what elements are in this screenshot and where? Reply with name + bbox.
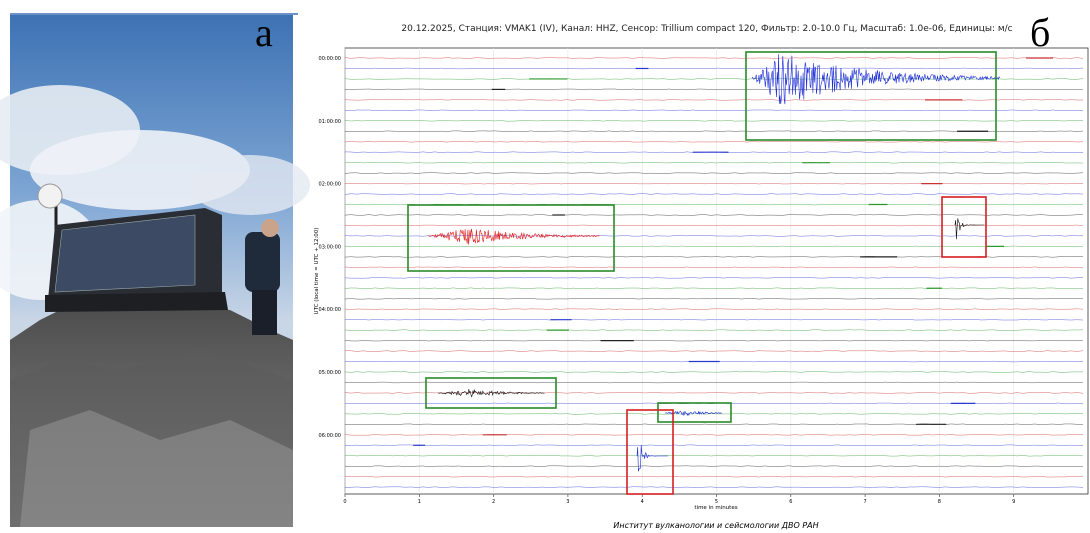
event-waveform [428, 229, 600, 245]
panel-label: а [255, 10, 273, 55]
x-tick-label: 9 [1012, 499, 1015, 505]
trace [345, 110, 1083, 111]
chart-title: 20.12.2025, Станция: VMAK1 (IV), Канал: … [401, 24, 1012, 34]
trace [345, 183, 1083, 184]
trace [345, 215, 1083, 216]
trace [345, 79, 1083, 80]
trace [345, 194, 1083, 195]
trace [345, 89, 1083, 90]
trace [345, 309, 1083, 310]
x-tick-label: 7 [864, 499, 867, 505]
trace [345, 434, 1083, 435]
y-tick-label: 04:00:00 [319, 307, 341, 313]
figure: а б 20.12.2025, Станция: VMAK1 (IV), Кан… [0, 0, 1090, 533]
plot: 0 1 2 3 4 5 6 7 8 9 00:00:00 01:00:00 02:00:00 03:00:… [319, 48, 1083, 505]
trace [345, 424, 1083, 425]
trace [345, 141, 1083, 142]
y-tick-label: 05:00:00 [319, 370, 341, 376]
trace [345, 319, 1083, 320]
trace [345, 277, 1083, 278]
trace [345, 330, 1083, 331]
event-box [658, 403, 731, 422]
trace [345, 445, 1083, 446]
trace [345, 476, 1083, 477]
y-tick-label: 03:00:00 [319, 244, 341, 250]
trace [345, 267, 1083, 268]
y-tick-label: 00:00:00 [319, 56, 341, 62]
y-tick-label: 02:00:00 [319, 182, 341, 188]
event-waveform [637, 445, 668, 471]
trace [345, 455, 1083, 456]
x-tick-label: 8 [938, 499, 941, 505]
event-box [942, 197, 986, 257]
trace [345, 351, 1083, 352]
x-tick-label: 4 [641, 499, 644, 505]
x-tick-label: 3 [566, 499, 569, 505]
trace [345, 58, 1083, 59]
event-box [746, 52, 996, 140]
trace [345, 68, 1083, 69]
x-tick-label: 5 [715, 499, 718, 505]
trace [345, 340, 1083, 341]
photo [0, 14, 310, 527]
y-axis-label: UTC (local time = UTC + 12:00) [314, 228, 320, 315]
trace [345, 487, 1083, 488]
trace [345, 162, 1083, 163]
trace [345, 173, 1083, 174]
x-tick-label: 6 [789, 499, 792, 505]
trace [345, 466, 1083, 467]
x-tick-label: 1 [418, 499, 421, 505]
x-tick-label: 0 [343, 499, 346, 505]
y-tick-label: 01:00:00 [319, 119, 341, 125]
trace [345, 99, 1083, 100]
trace [345, 288, 1083, 289]
x-axis-label: time in minutes [694, 505, 737, 511]
y-tick-label: 06:00:00 [319, 433, 341, 439]
trace [345, 298, 1083, 299]
footer: Институт вулканологии и сейсмологии ДВО … [613, 521, 818, 530]
trace [345, 382, 1083, 383]
trace [345, 372, 1083, 373]
x-tick-label: 2 [492, 499, 495, 505]
trace [345, 246, 1083, 247]
trace [345, 120, 1083, 121]
